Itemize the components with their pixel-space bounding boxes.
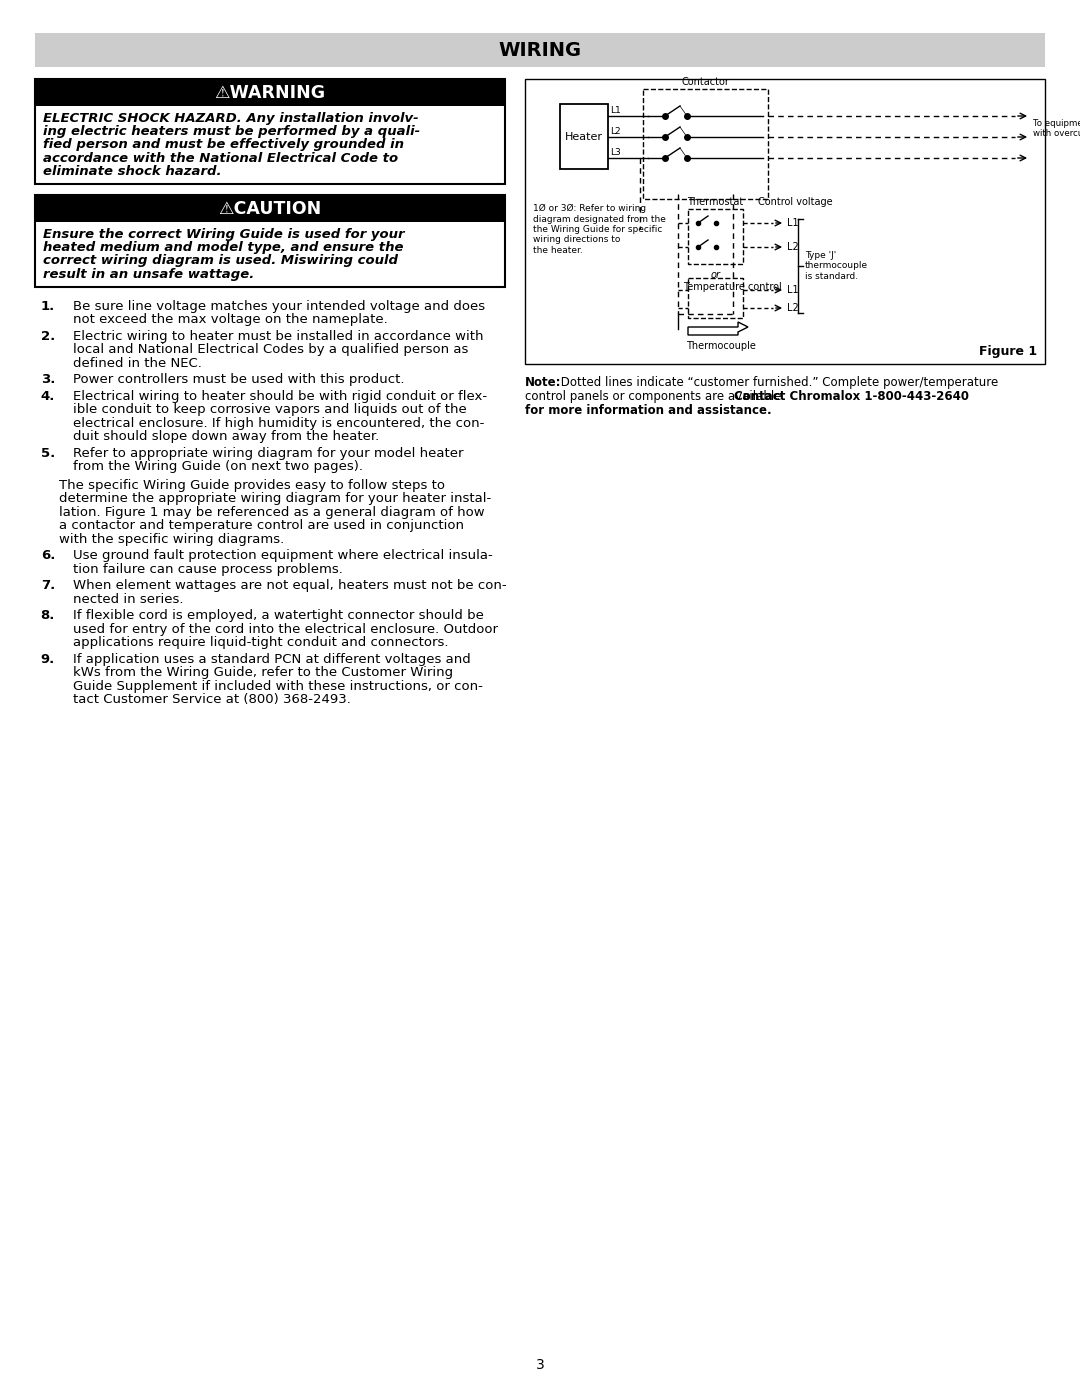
FancyBboxPatch shape <box>688 278 743 319</box>
Text: with the specific wiring diagrams.: with the specific wiring diagrams. <box>59 532 284 546</box>
Text: correct wiring diagram is used. Miswiring could: correct wiring diagram is used. Miswirin… <box>43 254 399 267</box>
Text: Heater: Heater <box>565 131 603 141</box>
Text: electrical enclosure. If high humidity is encountered, the con-: electrical enclosure. If high humidity i… <box>73 416 484 430</box>
Text: fied person and must be effectively grounded in: fied person and must be effectively grou… <box>43 138 404 151</box>
Text: eliminate shock hazard.: eliminate shock hazard. <box>43 165 221 177</box>
Text: ELECTRIC SHOCK HAZARD. Any installation involv-: ELECTRIC SHOCK HAZARD. Any installation … <box>43 112 419 124</box>
Text: for more information and assistance.: for more information and assistance. <box>525 404 771 416</box>
Text: Contact Chromalox 1-800-443-2640: Contact Chromalox 1-800-443-2640 <box>734 390 969 402</box>
Text: Type 'J'
thermocouple
is standard.: Type 'J' thermocouple is standard. <box>805 251 868 281</box>
Text: applications require liquid-tight conduit and connectors.: applications require liquid-tight condui… <box>73 636 448 650</box>
Text: L2: L2 <box>787 303 799 313</box>
Text: defined in the NEC.: defined in the NEC. <box>73 356 202 370</box>
Text: L3: L3 <box>610 148 621 156</box>
FancyBboxPatch shape <box>35 80 505 184</box>
Text: 7.: 7. <box>41 580 55 592</box>
Text: Guide Supplement if included with these instructions, or con-: Guide Supplement if included with these … <box>73 680 483 693</box>
Text: Use ground fault protection equipment where electrical insula-: Use ground fault protection equipment wh… <box>73 549 492 563</box>
Text: 5.: 5. <box>41 447 55 460</box>
Text: 9.: 9. <box>41 652 55 666</box>
Text: kWs from the Wiring Guide, refer to the Customer Wiring: kWs from the Wiring Guide, refer to the … <box>73 666 454 679</box>
Text: tion failure can cause process problems.: tion failure can cause process problems. <box>73 563 342 576</box>
Text: Thermocouple: Thermocouple <box>686 341 756 351</box>
FancyBboxPatch shape <box>643 89 768 198</box>
Text: Be sure line voltage matches your intended voltage and does: Be sure line voltage matches your intend… <box>73 300 485 313</box>
Text: ⚠WARNING: ⚠WARNING <box>215 84 325 102</box>
Text: ing electric heaters must be performed by a quali-: ing electric heaters must be performed b… <box>43 126 420 138</box>
Text: 4.: 4. <box>41 390 55 402</box>
Text: Temperature control: Temperature control <box>683 282 782 292</box>
Text: Figure 1: Figure 1 <box>978 345 1037 358</box>
Text: a contactor and temperature control are used in conjunction: a contactor and temperature control are … <box>59 520 464 532</box>
Text: lation. Figure 1 may be referenced as a general diagram of how: lation. Figure 1 may be referenced as a … <box>59 506 485 518</box>
Text: not exceed the max voltage on the nameplate.: not exceed the max voltage on the namepl… <box>73 313 388 327</box>
Text: Dotted lines indicate “customer furnished.” Complete power/temperature: Dotted lines indicate “customer furnishe… <box>557 376 998 388</box>
Text: Electrical wiring to heater should be with rigid conduit or flex-: Electrical wiring to heater should be wi… <box>73 390 487 402</box>
FancyBboxPatch shape <box>35 80 505 106</box>
Text: control panels or components are available.: control panels or components are availab… <box>525 390 789 402</box>
Text: ible conduit to keep corrosive vapors and liquids out of the: ible conduit to keep corrosive vapors an… <box>73 404 467 416</box>
Text: local and National Electrical Codes by a qualified person as: local and National Electrical Codes by a… <box>73 344 469 356</box>
Text: heated medium and model type, and ensure the: heated medium and model type, and ensure… <box>43 242 404 254</box>
FancyBboxPatch shape <box>35 196 505 286</box>
Text: 2.: 2. <box>41 330 55 342</box>
Text: Thermostat: Thermostat <box>687 197 744 207</box>
Text: duit should slope down away from the heater.: duit should slope down away from the hea… <box>73 430 379 443</box>
Text: 3.: 3. <box>41 373 55 387</box>
Text: 3: 3 <box>536 1358 544 1372</box>
Text: L1: L1 <box>787 218 798 228</box>
Text: used for entry of the cord into the electrical enclosure. Outdoor: used for entry of the cord into the elec… <box>73 623 498 636</box>
Text: result in an unsafe wattage.: result in an unsafe wattage. <box>43 268 254 281</box>
FancyBboxPatch shape <box>35 196 505 222</box>
Text: L2: L2 <box>610 127 621 136</box>
Text: or: or <box>711 270 720 279</box>
Text: from the Wiring Guide (on next two pages).: from the Wiring Guide (on next two pages… <box>73 460 363 474</box>
Text: accordance with the National Electrical Code to: accordance with the National Electrical … <box>43 152 399 165</box>
Text: L1: L1 <box>610 106 621 115</box>
Text: When element wattages are not equal, heaters must not be con-: When element wattages are not equal, hea… <box>73 580 507 592</box>
Polygon shape <box>688 321 748 335</box>
Text: WIRING: WIRING <box>499 41 581 60</box>
Text: 1Ø or 3Ø: Refer to wiring
diagram designated from the
the Wiring Guide for speci: 1Ø or 3Ø: Refer to wiring diagram design… <box>534 204 666 254</box>
FancyBboxPatch shape <box>561 103 608 169</box>
Text: ⚠CAUTION: ⚠CAUTION <box>218 200 322 218</box>
Text: tact Customer Service at (800) 368-2493.: tact Customer Service at (800) 368-2493. <box>73 693 351 707</box>
Text: determine the appropriate wiring diagram for your heater instal-: determine the appropriate wiring diagram… <box>59 492 491 506</box>
Text: Control voltage: Control voltage <box>758 197 833 207</box>
Text: The specific Wiring Guide provides easy to follow steps to: The specific Wiring Guide provides easy … <box>59 479 445 492</box>
Text: If flexible cord is employed, a watertight connector should be: If flexible cord is employed, a watertig… <box>73 609 484 622</box>
Text: Electric wiring to heater must be installed in accordance with: Electric wiring to heater must be instal… <box>73 330 484 342</box>
Text: L2: L2 <box>787 242 799 251</box>
Text: Refer to appropriate wiring diagram for your model heater: Refer to appropriate wiring diagram for … <box>73 447 463 460</box>
Text: To equipment disconnect
with overcurrent protection: To equipment disconnect with overcurrent… <box>1032 119 1080 138</box>
Text: Note:: Note: <box>525 376 562 388</box>
Text: Ensure the correct Wiring Guide is used for your: Ensure the correct Wiring Guide is used … <box>43 228 405 242</box>
FancyBboxPatch shape <box>525 80 1045 365</box>
Text: Contactor: Contactor <box>681 77 729 87</box>
Text: nected in series.: nected in series. <box>73 592 184 606</box>
Text: Power controllers must be used with this product.: Power controllers must be used with this… <box>73 373 405 387</box>
Text: If application uses a standard PCN at different voltages and: If application uses a standard PCN at di… <box>73 652 471 666</box>
Text: 6.: 6. <box>41 549 55 563</box>
FancyBboxPatch shape <box>35 34 1045 67</box>
Text: 1.: 1. <box>41 300 55 313</box>
Text: L1: L1 <box>787 285 798 295</box>
Text: 8.: 8. <box>41 609 55 622</box>
FancyBboxPatch shape <box>688 210 743 264</box>
